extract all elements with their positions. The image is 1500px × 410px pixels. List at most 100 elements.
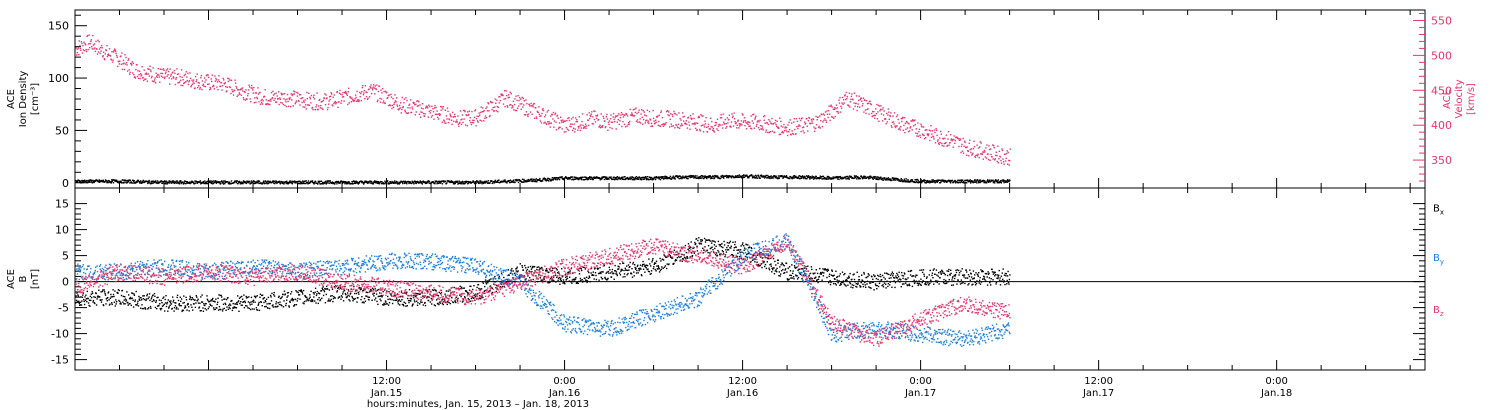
- b-series-bx-point: [119, 290, 120, 291]
- density-series-point: [582, 177, 583, 178]
- density-series-point: [638, 179, 639, 180]
- velocity-series-point: [208, 83, 209, 84]
- velocity-series-point: [430, 110, 431, 111]
- velocity-series-point: [984, 151, 985, 152]
- b-series-bx-point: [347, 292, 348, 293]
- b-series-bx-point: [448, 291, 449, 292]
- velocity-series-point: [579, 125, 580, 126]
- velocity-series-point: [176, 68, 177, 69]
- b-series-bx-point: [128, 305, 129, 306]
- density-series-point: [373, 183, 374, 184]
- b-series-bx-point: [349, 295, 350, 296]
- velocity-series-point: [475, 125, 476, 126]
- velocity-series-point: [871, 104, 872, 105]
- density-series-point: [966, 182, 967, 183]
- velocity-series-point: [547, 111, 548, 112]
- velocity-series-point: [702, 115, 703, 116]
- b-series-bx-point: [161, 308, 162, 309]
- velocity-series-point: [572, 117, 573, 118]
- density-series-point: [336, 183, 337, 184]
- b-series-bx-point: [141, 299, 142, 300]
- velocity-series-point: [436, 110, 437, 111]
- velocity-series-point: [619, 120, 620, 121]
- velocity-series-point: [541, 113, 542, 114]
- b-series-bx-point: [185, 305, 186, 306]
- b-series-bx-point: [115, 299, 116, 300]
- velocity-series-point: [247, 95, 248, 96]
- velocity-series-point: [438, 118, 439, 119]
- density-series-point: [199, 182, 200, 183]
- b-series-bx-point: [165, 302, 166, 303]
- velocity-series-point: [993, 158, 994, 159]
- velocity-series-point: [1006, 153, 1007, 154]
- velocity-series-point: [241, 95, 242, 96]
- b-series-bx-point: [176, 308, 177, 309]
- velocity-series-point: [581, 127, 582, 128]
- b-series-bx-point: [443, 304, 444, 305]
- velocity-series-point: [452, 112, 453, 113]
- density-series-point: [329, 183, 330, 184]
- b-series-bx-point: [224, 298, 225, 299]
- density-series-point: [489, 182, 490, 183]
- velocity-series-point: [982, 154, 983, 155]
- velocity-series-point: [217, 89, 218, 90]
- velocity-series-point: [847, 96, 848, 97]
- density-series-point: [756, 176, 757, 177]
- velocity-series-point: [311, 95, 312, 96]
- velocity-series-point: [340, 93, 341, 94]
- velocity-series-point: [126, 64, 127, 65]
- b-series-bx-point: [356, 301, 357, 302]
- velocity-series-point: [138, 78, 139, 79]
- density-series-point: [1003, 181, 1004, 182]
- velocity-series-point: [293, 105, 294, 106]
- b-series-bx-point: [163, 296, 164, 297]
- velocity-series-point: [629, 124, 630, 125]
- density-series-point: [170, 181, 171, 182]
- density-series-point: [169, 182, 170, 183]
- velocity-series-point: [496, 110, 497, 111]
- velocity-series-point: [119, 63, 120, 64]
- velocity-series-point: [284, 105, 285, 106]
- b-tick-label: 10: [55, 224, 69, 237]
- velocity-series-point: [835, 108, 836, 109]
- velocity-series-point: [461, 119, 462, 120]
- velocity-series-point: [556, 129, 557, 130]
- velocity-series-point: [923, 135, 924, 136]
- b-series-bx-point: [489, 290, 490, 291]
- velocity-series-point: [376, 89, 377, 90]
- velocity-series-point: [113, 51, 114, 52]
- velocity-series-point: [935, 128, 936, 129]
- b-series-bx-point: [298, 292, 299, 293]
- velocity-series-point: [181, 77, 182, 78]
- velocity-series-point: [75, 49, 76, 50]
- b-tick-label: -5: [58, 302, 69, 315]
- velocity-series-point: [139, 71, 140, 72]
- velocity-series-point: [343, 96, 344, 97]
- velocity-series-point: [930, 125, 931, 126]
- velocity-series-point: [603, 116, 604, 117]
- velocity-series-point: [95, 41, 96, 42]
- velocity-tick-label: 400: [1431, 119, 1452, 132]
- velocity-series-point: [838, 113, 839, 114]
- velocity-series-point: [781, 125, 782, 126]
- velocity-series-point: [488, 110, 489, 111]
- velocity-series-point: [201, 75, 202, 76]
- velocity-series-point: [444, 121, 445, 122]
- velocity-series-point: [979, 157, 980, 158]
- velocity-series-point: [318, 105, 319, 106]
- b-series-bx-point: [189, 299, 190, 300]
- b-series-bx-point: [198, 302, 199, 303]
- b-series-bx-point: [294, 304, 295, 305]
- velocity-series-point: [791, 122, 792, 123]
- velocity-series-point: [306, 92, 307, 93]
- velocity-series-point: [464, 111, 465, 112]
- velocity-series-point: [920, 124, 921, 125]
- velocity-series-point: [824, 118, 825, 119]
- velocity-series-point: [125, 57, 126, 58]
- velocity-series-point: [899, 122, 900, 123]
- velocity-series-point: [403, 102, 404, 103]
- velocity-series-point: [619, 124, 620, 125]
- velocity-series-point: [878, 121, 879, 122]
- b-series-bx-point: [190, 297, 191, 298]
- velocity-series-point: [291, 93, 292, 94]
